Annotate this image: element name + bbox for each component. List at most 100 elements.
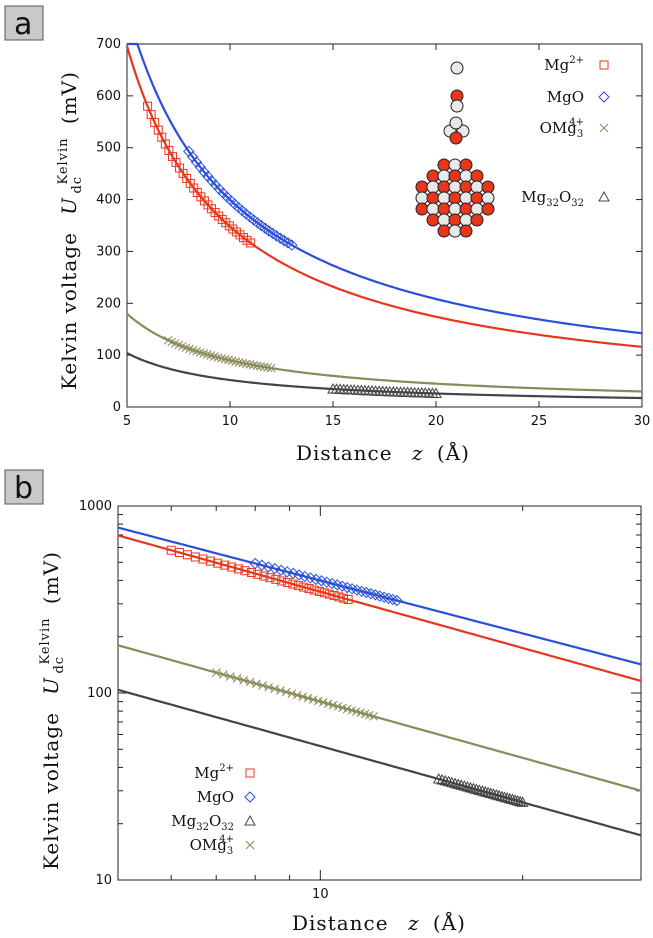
mg32o32-atom — [415, 202, 429, 216]
mg32o32-atom — [415, 191, 429, 205]
data-point-b-series-2 — [298, 692, 308, 702]
x-tick-label-a: 30 — [634, 414, 651, 429]
data-point-b-series-0 — [314, 586, 324, 596]
mg32o32-atom — [448, 169, 462, 183]
legend-marker-b-2 — [245, 840, 255, 850]
legend-label: Mg32O32 — [171, 812, 234, 833]
mg32o32-atom — [448, 191, 462, 205]
data-point-b-series-1 — [256, 559, 268, 571]
data-point-b-series-0 — [265, 573, 275, 583]
y-tick-label-a: 300 — [96, 244, 121, 259]
data-point-b-series-3 — [432, 773, 445, 784]
data-point-b-series-3 — [501, 792, 513, 803]
data-point-b-series-3 — [442, 775, 455, 787]
data-point-b-series-0 — [198, 554, 208, 564]
data-point-b-series-1 — [275, 564, 287, 576]
data-point-b-series-2 — [239, 675, 248, 685]
data-point-a-series-2 — [266, 363, 276, 373]
mg32o32-atom — [448, 158, 462, 172]
data-point-b-series-2 — [232, 674, 242, 683]
legend-label: Mg2+ — [194, 763, 234, 782]
data-point-a-series-2 — [199, 349, 209, 358]
curve-a-series-0 — [125, 45, 643, 348]
legend-marker-b-3 — [244, 814, 256, 826]
plot-area-a — [126, 43, 643, 408]
mg32o32-atom — [470, 180, 484, 194]
data-point-b-series-3 — [514, 795, 526, 807]
data-point-b-series-3 — [458, 780, 471, 791]
data-point-b-series-3 — [493, 789, 505, 801]
data-point-b-series-1 — [382, 592, 395, 605]
data-point-b-series-1 — [378, 591, 390, 603]
y-tick-label-a: 400 — [96, 193, 121, 208]
data-point-b-series-3 — [516, 796, 529, 807]
mg32o32-atom — [415, 180, 429, 194]
data-point-b-series-1 — [365, 588, 377, 600]
data-point-a-series-2 — [256, 362, 265, 371]
y-tick-label-a: 500 — [96, 141, 121, 156]
data-point-b-series-2 — [292, 690, 302, 700]
x-axis-label-a: Distance z (Å) — [296, 440, 470, 465]
data-point-a-series-2 — [210, 352, 219, 361]
data-point-b-series-2 — [270, 684, 280, 694]
data-point-b-series-3 — [479, 785, 491, 797]
mg32o32-atom — [459, 180, 473, 194]
legend-marker-a-1 — [598, 91, 610, 103]
data-point-a-series-2 — [263, 363, 273, 372]
legend-marker-b-0 — [245, 768, 255, 778]
data-point-b-series-3 — [470, 783, 483, 795]
curve-b-series-0 — [117, 534, 642, 683]
data-point-b-series-1 — [387, 593, 399, 606]
mg32o32-atom — [481, 180, 495, 194]
mg32o32-atom — [437, 169, 451, 183]
data-point-b-series-3 — [455, 779, 468, 790]
data-point-b-series-0 — [293, 581, 303, 591]
data-point-a-series-2 — [252, 361, 262, 371]
mg32o32-atom — [437, 180, 451, 194]
data-point-a-series-3 — [430, 387, 442, 399]
data-point-b-series-3 — [487, 788, 500, 799]
data-point-b-series-2 — [245, 677, 255, 687]
data-point-b-series-3 — [473, 784, 486, 795]
data-point-b-series-0 — [246, 568, 256, 578]
data-point-b-series-0 — [253, 569, 263, 579]
omg3-o-atom — [449, 131, 463, 145]
data-point-b-series-3 — [467, 782, 480, 794]
mg32o32-atom — [470, 202, 484, 216]
y-axis-label-b: Kelvin voltage U dc Kelvin (mV) — [30, 551, 68, 870]
mg32o32-atom — [437, 191, 451, 205]
data-point-a-series-2 — [227, 356, 237, 366]
x-tick-label-a: 20 — [428, 414, 445, 429]
data-point-b-series-0 — [304, 584, 314, 594]
mg32o32-atom — [459, 158, 473, 172]
data-point-b-series-0 — [319, 588, 329, 598]
legend-label: MgO — [197, 788, 234, 806]
y-axis-label-a: Kelvin voltage U dc Kelvin (mV) — [48, 71, 86, 390]
x-tick-label-a: 25 — [531, 414, 548, 429]
mg32o32-atom — [437, 213, 451, 227]
data-point-a-series-2 — [213, 353, 223, 362]
data-point-b-series-3 — [439, 774, 452, 786]
y-tick-label-b: 100 — [87, 686, 112, 701]
data-point-b-series-1 — [281, 566, 293, 578]
data-point-b-series-1 — [355, 585, 368, 598]
data-point-b-series-0 — [220, 560, 230, 570]
legend-marker-a-3 — [598, 190, 610, 202]
data-point-b-series-0 — [240, 566, 250, 576]
mg32o32-atom — [448, 180, 462, 194]
data-point-b-series-3 — [503, 792, 516, 804]
data-point-a-series-2 — [234, 357, 244, 367]
data-point-b-series-2 — [264, 682, 274, 692]
y-tick-label-a: 200 — [96, 296, 121, 311]
data-point-b-series-1 — [249, 557, 261, 570]
panel-b-letter: b — [14, 471, 33, 506]
x-tick-label-a: 15 — [325, 414, 342, 429]
data-point-a-series-2 — [220, 354, 230, 364]
data-point-b-series-3 — [445, 776, 458, 788]
curve-a-series-2 — [126, 312, 643, 393]
y-tick-label-a: 700 — [96, 37, 121, 52]
